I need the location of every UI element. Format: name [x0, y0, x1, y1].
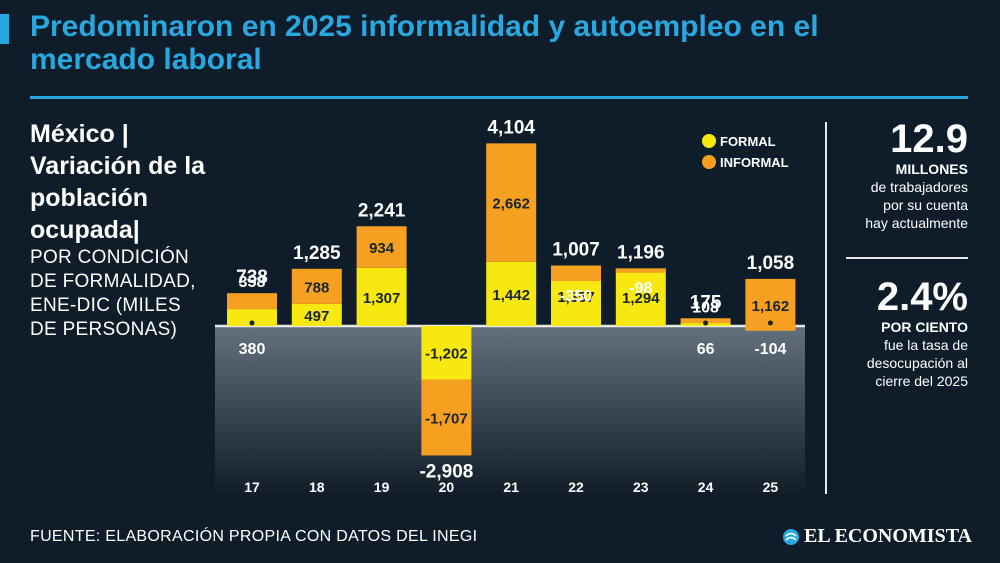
stats-divider-vertical [825, 122, 827, 494]
stat-unemployment: 2.4% POR CIENTO fue la tasa de desocupac… [867, 276, 968, 390]
x-tick-label: 19 [374, 479, 390, 495]
informal-value-label: 108 [692, 299, 719, 316]
formal-value-label: 497 [304, 308, 329, 325]
formal-value-label: 1,357 [557, 289, 595, 306]
stat-unemployment-line: fue la tasa de [883, 337, 968, 353]
formal-bar [227, 309, 277, 326]
x-tick-label: 25 [763, 479, 779, 495]
formal-value-label: 66 [697, 341, 715, 358]
brand-logo: EL ECONOMISTA [782, 525, 972, 548]
x-tick-label: 20 [439, 479, 455, 495]
source-note: FUENTE: ELABORACIÓN PROPIA CON DATOS DEL… [30, 528, 478, 545]
stat-self-employed: 12.9 MILLONES de trabajadores por su cue… [865, 118, 968, 232]
x-tick-label: 22 [568, 479, 584, 495]
stat-self-employed-value: 12.9 [890, 117, 968, 161]
formal-marker-dot [767, 320, 773, 326]
x-tick-label: 17 [244, 479, 260, 495]
stat-unemployment-value: 2.4% [876, 275, 968, 319]
formal-value-label: 1,307 [363, 290, 401, 307]
formal-value-label: -104 [754, 341, 786, 358]
chart-subheading: POR CONDICIÓN DE FORMALIDAD, ENE-DIC (MI… [30, 247, 196, 340]
formal-marker-dot [249, 320, 255, 326]
total-value-label: -2,908 [419, 461, 473, 482]
stat-unemployment-line: cierre del 2025 [875, 373, 968, 389]
total-value-label: 175 [690, 292, 722, 313]
informal-bar [615, 268, 666, 273]
title-divider [30, 96, 968, 99]
total-value-label: 1,196 [617, 242, 665, 263]
stat-self-employed-line: de trabajadores [870, 179, 968, 195]
total-value-label: 2,241 [358, 200, 406, 221]
total-value-label: 4,104 [487, 117, 535, 138]
informal-bar [486, 143, 537, 262]
informal-bar [291, 268, 342, 304]
formal-bar [356, 267, 407, 326]
chart-title: Predominaron en 2025 informalidad y auto… [30, 10, 819, 76]
legend-informal-swatch [702, 155, 716, 169]
negative-zone [215, 326, 805, 496]
formal-bar [291, 303, 342, 326]
informal-value-label: -98 [629, 280, 652, 297]
formal-value-label: -1,202 [425, 346, 468, 363]
legend-formal-label: FORMAL [720, 134, 776, 149]
legend: FORMAL INFORMAL [702, 134, 789, 170]
stat-unemployment-line: desocupación al [866, 355, 968, 371]
stats-divider-horizontal [846, 257, 968, 259]
brand-name: EL ECONOMISTA [804, 525, 972, 547]
formal-bar [486, 261, 537, 326]
informal-value-label: 358 [239, 274, 266, 291]
informal-value-label: 2,662 [492, 196, 530, 213]
formal-bar [421, 326, 472, 380]
formal-value-label: 380 [239, 341, 266, 358]
stat-self-employed-caption: MILLONES [895, 161, 968, 177]
title-accent-bar [0, 14, 9, 44]
informal-value-label: -1,707 [425, 410, 468, 427]
formal-marker-dot [703, 320, 709, 326]
informal-bar [356, 226, 407, 268]
brand-mark-icon [783, 528, 799, 545]
total-value-label: 1,058 [747, 253, 795, 274]
stat-self-employed-line: hay actualmente [865, 215, 968, 231]
informal-value-label: 1,162 [752, 298, 790, 315]
x-tick-label: 23 [633, 479, 649, 495]
chart-description: México | Variación de la población ocupa… [30, 118, 210, 342]
total-value-label: 1,007 [552, 240, 600, 261]
formal-value-label: 1,294 [622, 290, 660, 307]
informal-value-label: 788 [304, 279, 329, 296]
total-value-label: 738 [236, 267, 268, 288]
total-value-label: 1,285 [293, 243, 341, 264]
x-tick-label: 21 [503, 479, 519, 495]
legend-formal-swatch [702, 134, 716, 148]
stat-self-employed-line: por su cuenta [883, 197, 968, 213]
legend-informal-label: INFORMAL [720, 155, 789, 170]
formal-value-label: 1,442 [492, 287, 530, 304]
informal-bar [227, 293, 277, 310]
x-tick-label: 18 [309, 479, 325, 495]
informal-value-label: -350 [560, 288, 592, 305]
informal-bar [551, 265, 601, 282]
formal-bar [615, 268, 666, 326]
stat-unemployment-caption: POR CIENTO [881, 319, 968, 335]
chart-heading: México | Variación de la población ocupa… [30, 120, 206, 244]
x-tick-label: 24 [698, 479, 714, 495]
informal-bar [421, 379, 472, 456]
informal-value-label: 934 [369, 240, 395, 257]
